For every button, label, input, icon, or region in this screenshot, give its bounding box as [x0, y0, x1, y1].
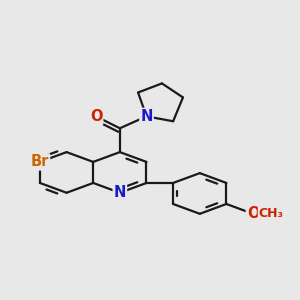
Text: O: O [247, 206, 259, 221]
Text: Br: Br [31, 154, 49, 169]
Text: N: N [114, 185, 126, 200]
Text: O: O [90, 109, 102, 124]
Text: N: N [140, 109, 153, 124]
Text: CH₃: CH₃ [259, 207, 284, 220]
